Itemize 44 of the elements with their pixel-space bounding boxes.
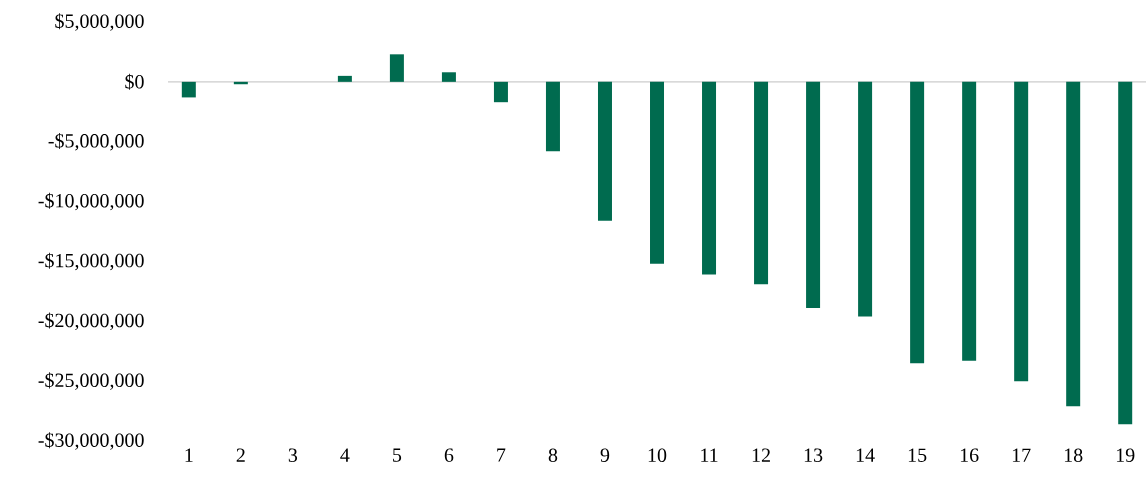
bar [1066, 81, 1081, 407]
bar [910, 81, 925, 364]
bar [962, 81, 977, 361]
x-tick-label: 2 [236, 448, 245, 462]
y-tick-label: -$5,000,000 [48, 132, 144, 151]
x-tick-label: 19 [1116, 448, 1135, 462]
x-tick-label: 3 [288, 448, 298, 462]
bar [597, 81, 612, 221]
bar [389, 54, 404, 82]
x-tick-label: 7 [497, 448, 506, 462]
bar [858, 81, 873, 317]
y-tick-label: -$30,000,000 [38, 432, 144, 450]
x-tick-label: 12 [752, 448, 770, 462]
bar [545, 81, 560, 152]
x-tick-label: 9 [600, 448, 610, 462]
y-tick-label: -$10,000,000 [38, 192, 144, 211]
y-tick-label: $0 [125, 73, 144, 90]
bar [181, 81, 196, 98]
bar [337, 75, 352, 82]
x-tick-label: 8 [548, 448, 558, 463]
x-tick-label: 14 [856, 448, 875, 462]
y-tick-label: -$25,000,000 [38, 372, 144, 390]
x-tick-label: 6 [444, 448, 454, 462]
x-tick-label: 16 [960, 448, 979, 462]
bar [650, 81, 665, 264]
bar [1118, 81, 1133, 425]
x-tick-label: 15 [908, 448, 927, 462]
bar [1014, 81, 1029, 382]
bar [806, 81, 821, 309]
x-tick-label: 18 [1064, 448, 1083, 463]
x-tick-label: 10 [648, 448, 667, 463]
y-tick-label: -$15,000,000 [38, 252, 144, 271]
x-tick-label: 13 [804, 448, 823, 462]
x-tick-label: 17 [1012, 448, 1031, 462]
x-tick-label: 11 [701, 448, 718, 462]
y-tick-label: $5,000,000 [55, 13, 144, 31]
bar [754, 81, 769, 285]
bar [702, 81, 717, 275]
x-tick-label: 5 [393, 448, 402, 462]
x-tick-label: 1 [185, 448, 193, 462]
bar [493, 81, 508, 103]
x-tick-label: 4 [340, 448, 350, 462]
y-tick-label: -$20,000,000 [38, 312, 144, 331]
bar [441, 72, 456, 82]
